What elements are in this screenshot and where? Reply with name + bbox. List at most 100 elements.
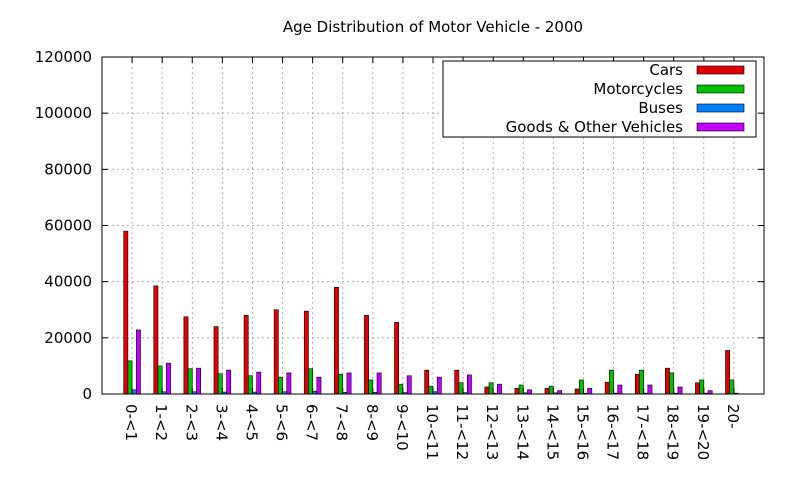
bar-goods-other-vehicles-15: [587, 388, 593, 395]
legend-swatch: [696, 65, 745, 75]
bar-cars-11: [454, 369, 460, 395]
bar-motorcycles-16: [609, 369, 614, 395]
x-tick-label: 3-<4: [212, 404, 230, 441]
y-tick-label: 80000: [44, 160, 92, 178]
bar-goods-other-vehicles-11: [466, 374, 472, 395]
bar-motorcycles-12: [488, 382, 494, 395]
bar-motorcycles-17: [639, 369, 644, 395]
bar-motorcycles-19: [699, 379, 705, 395]
x-axis: 0-<1 1-<2 2-<3 3-<4 4-<5 5-<6 6-<7 7-<8 8-<9 9-<1…: [122, 57, 742, 460]
bar-goods-other-vehicles-6: [316, 376, 322, 395]
x-tick-label: 11-<12: [453, 404, 471, 460]
x-tick-label: 9-<10: [393, 404, 411, 451]
bar-goods-other-vehicles-19: [707, 390, 713, 395]
bar-motorcycles-3: [217, 373, 223, 395]
x-tick-label: 19-<20: [694, 404, 712, 460]
x-tick-label: 10-<11: [423, 404, 441, 460]
bars-layer: [123, 230, 739, 395]
legend-swatch: [696, 122, 745, 132]
bar-goods-other-vehicles-12: [497, 383, 502, 395]
y-tick-label: 0: [82, 385, 92, 403]
bar-goods-other-vehicles-5: [286, 372, 292, 395]
bar-motorcycles-4: [247, 375, 253, 395]
bar-motorcycles-5: [278, 376, 283, 395]
x-tick-label: 8-<9: [363, 404, 381, 441]
x-tick-label: 14-<15: [543, 404, 561, 460]
bar-goods-other-vehicles-2: [196, 367, 201, 395]
bar-goods-other-vehicles-13: [527, 389, 532, 395]
bar-motorcycles-20: [729, 379, 735, 395]
bar-motorcycles-15: [578, 379, 584, 395]
bar-motorcycles-8: [368, 379, 374, 395]
legend-swatch: [696, 84, 745, 94]
bar-cars-3: [213, 326, 219, 395]
y-tick-label: 60000: [44, 217, 92, 235]
x-tick-label: 18-<19: [664, 404, 682, 460]
x-tick-label: 7-<8: [333, 404, 351, 441]
x-tick-label: 4-<5: [242, 404, 260, 441]
legend-swatch: [696, 103, 745, 113]
bar-motorcycles-0: [127, 360, 133, 395]
bar-motorcycles-9: [398, 383, 404, 395]
bar-cars-1: [153, 285, 159, 395]
bar-motorcycles-1: [157, 365, 163, 395]
x-tick-label: 16-<17: [604, 404, 622, 460]
bar-goods-other-vehicles-1: [166, 362, 171, 395]
y-tick-label: 40000: [44, 273, 92, 291]
legend-label: Buses: [638, 99, 683, 117]
bar-motorcycles-2: [187, 368, 193, 395]
bar-cars-6: [303, 310, 309, 395]
x-tick-label: 15-<16: [573, 404, 591, 460]
y-tick-label: 120000: [35, 48, 92, 66]
bar-cars-2: [183, 316, 189, 395]
x-tick-label: 13-<14: [513, 404, 531, 460]
legend-label: Motorcycles: [593, 80, 683, 98]
bar-cars-7: [334, 286, 339, 395]
bar-cars-10: [424, 369, 430, 395]
bar-goods-other-vehicles-4: [256, 371, 262, 395]
bar-motorcycles-10: [428, 385, 434, 395]
bar-buses-0: [131, 389, 137, 395]
legend-label: Cars: [649, 61, 683, 79]
bar-goods-other-vehicles-10: [436, 376, 442, 395]
x-tick-label: 0-<1: [122, 404, 140, 441]
bar-cars-8: [364, 315, 369, 395]
bar-cars-0: [123, 230, 129, 395]
bar-goods-other-vehicles-17: [647, 384, 653, 395]
x-tick-label: 2-<3: [182, 404, 200, 441]
bar-goods-other-vehicles-14: [557, 390, 563, 395]
bar-motorcycles-13: [518, 384, 524, 395]
bar-goods-other-vehicles-16: [617, 384, 623, 395]
bar-cars-13: [514, 388, 520, 395]
bar-cars-9: [394, 322, 400, 395]
y-tick-label: 20000: [44, 329, 92, 347]
x-tick-label: 5-<6: [273, 404, 291, 441]
bar-cars-15: [574, 388, 580, 395]
bar-goods-other-vehicles-0: [135, 329, 141, 395]
bar-goods-other-vehicles-8: [376, 372, 382, 395]
bar-goods-other-vehicles-3: [226, 369, 232, 395]
bar-cars-5: [273, 309, 279, 395]
x-tick-label: 6-<7: [303, 404, 321, 441]
bar-cars-16: [604, 381, 610, 395]
bar-cars-12: [484, 386, 490, 395]
y-tick-label: 100000: [35, 104, 92, 122]
chart-title: Age Distribution of Motor Vehicle - 2000: [283, 18, 583, 36]
bar-motorcycles-18: [669, 372, 675, 395]
x-tick-label: 1-<2: [152, 404, 170, 441]
bar-motorcycles-14: [548, 385, 554, 395]
bar-cars-18: [665, 367, 670, 395]
bar-cars-19: [695, 382, 700, 395]
x-tick-label: 20-: [724, 404, 742, 429]
legend-label: Goods & Other Vehicles: [506, 118, 684, 136]
bar-goods-other-vehicles-18: [677, 386, 683, 395]
bar-goods-other-vehicles-7: [346, 372, 352, 395]
bar-goods-other-vehicles-9: [406, 375, 412, 395]
x-tick-label: 17-<18: [634, 404, 652, 460]
bar-cars-14: [544, 388, 550, 395]
bar-cars-17: [634, 374, 640, 395]
y-axis: 0 20000 40000 60000 80000 100000 120000: [35, 48, 764, 403]
